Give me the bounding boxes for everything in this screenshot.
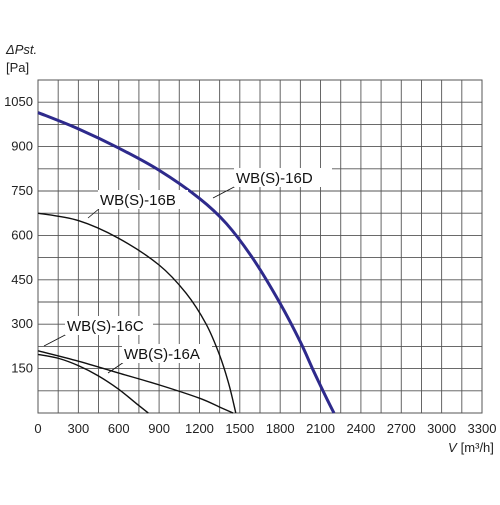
x-tick-label: 3300 <box>468 421 497 436</box>
x-tick-label: 900 <box>148 421 170 436</box>
y-tick-label: 1050 <box>4 94 33 109</box>
label-bg-wb-s-16b <box>98 190 188 209</box>
leader-wb-s-16a <box>107 361 125 374</box>
x-axis-unit: [m³/h] <box>461 440 494 455</box>
x-tick-label: 600 <box>108 421 130 436</box>
y-tick-label: 450 <box>11 272 33 287</box>
plot-frame <box>37 79 483 414</box>
x-tick-label: 1200 <box>185 421 214 436</box>
series-curves <box>37 111 336 414</box>
y-tick-labels: 150 300 450 600 750 900 1050 <box>4 94 33 375</box>
label-bg-wb-s-16d <box>234 168 332 187</box>
x-tick-label: 300 <box>68 421 90 436</box>
leader-wb-s-16d <box>212 185 237 199</box>
x-tick-label: 0 <box>34 421 41 436</box>
label-bg-wb-s-16c <box>65 316 153 335</box>
x-tick-label: 2700 <box>387 421 416 436</box>
leader-wb-s-16b <box>87 207 101 219</box>
x-tick-labels: 0 300 600 900 1200 1500 1800 2100 2400 2700 3000 33… <box>34 421 496 436</box>
curve-wb-s-16d <box>37 111 336 414</box>
y-tick-label: 750 <box>11 183 33 198</box>
label-wb-s-16b: WB(S)-16B <box>100 192 176 209</box>
curve-wb-s-16a <box>37 350 234 414</box>
y-tick-label: 900 <box>11 139 33 154</box>
label-wb-s-16c: WB(S)-16C <box>67 318 144 335</box>
label-wb-s-16a: WB(S)-16A <box>124 346 200 363</box>
x-tick-label: 1500 <box>225 421 254 436</box>
y-axis-label: ΔPst. <box>5 42 37 57</box>
x-axis-var: V <box>448 440 458 455</box>
grid <box>37 79 483 414</box>
x-axis-label: V [m³/h] <box>448 440 494 455</box>
curve-wb-s-16c <box>37 353 149 414</box>
y-tick-label: 300 <box>11 316 33 331</box>
leader-wb-s-16c <box>43 333 68 347</box>
x-tick-label: 2400 <box>346 421 375 436</box>
x-tick-label: 1800 <box>266 421 295 436</box>
label-wb-s-16d: WB(S)-16D <box>236 170 313 187</box>
x-tick-label: 2100 <box>306 421 335 436</box>
y-axis-var: ΔPst. <box>5 42 37 57</box>
x-tick-label: 3000 <box>427 421 456 436</box>
curve-wb-s-16b <box>37 212 237 414</box>
y-tick-label: 150 <box>11 361 33 376</box>
y-tick-label: 600 <box>11 227 33 242</box>
series-labels: WB(S)-16D WB(S)-16B WB(S)-16A WB(S)-16C <box>43 168 332 374</box>
y-axis-unit: [Pa] <box>6 60 29 75</box>
label-bg-wb-s-16a <box>122 344 212 363</box>
